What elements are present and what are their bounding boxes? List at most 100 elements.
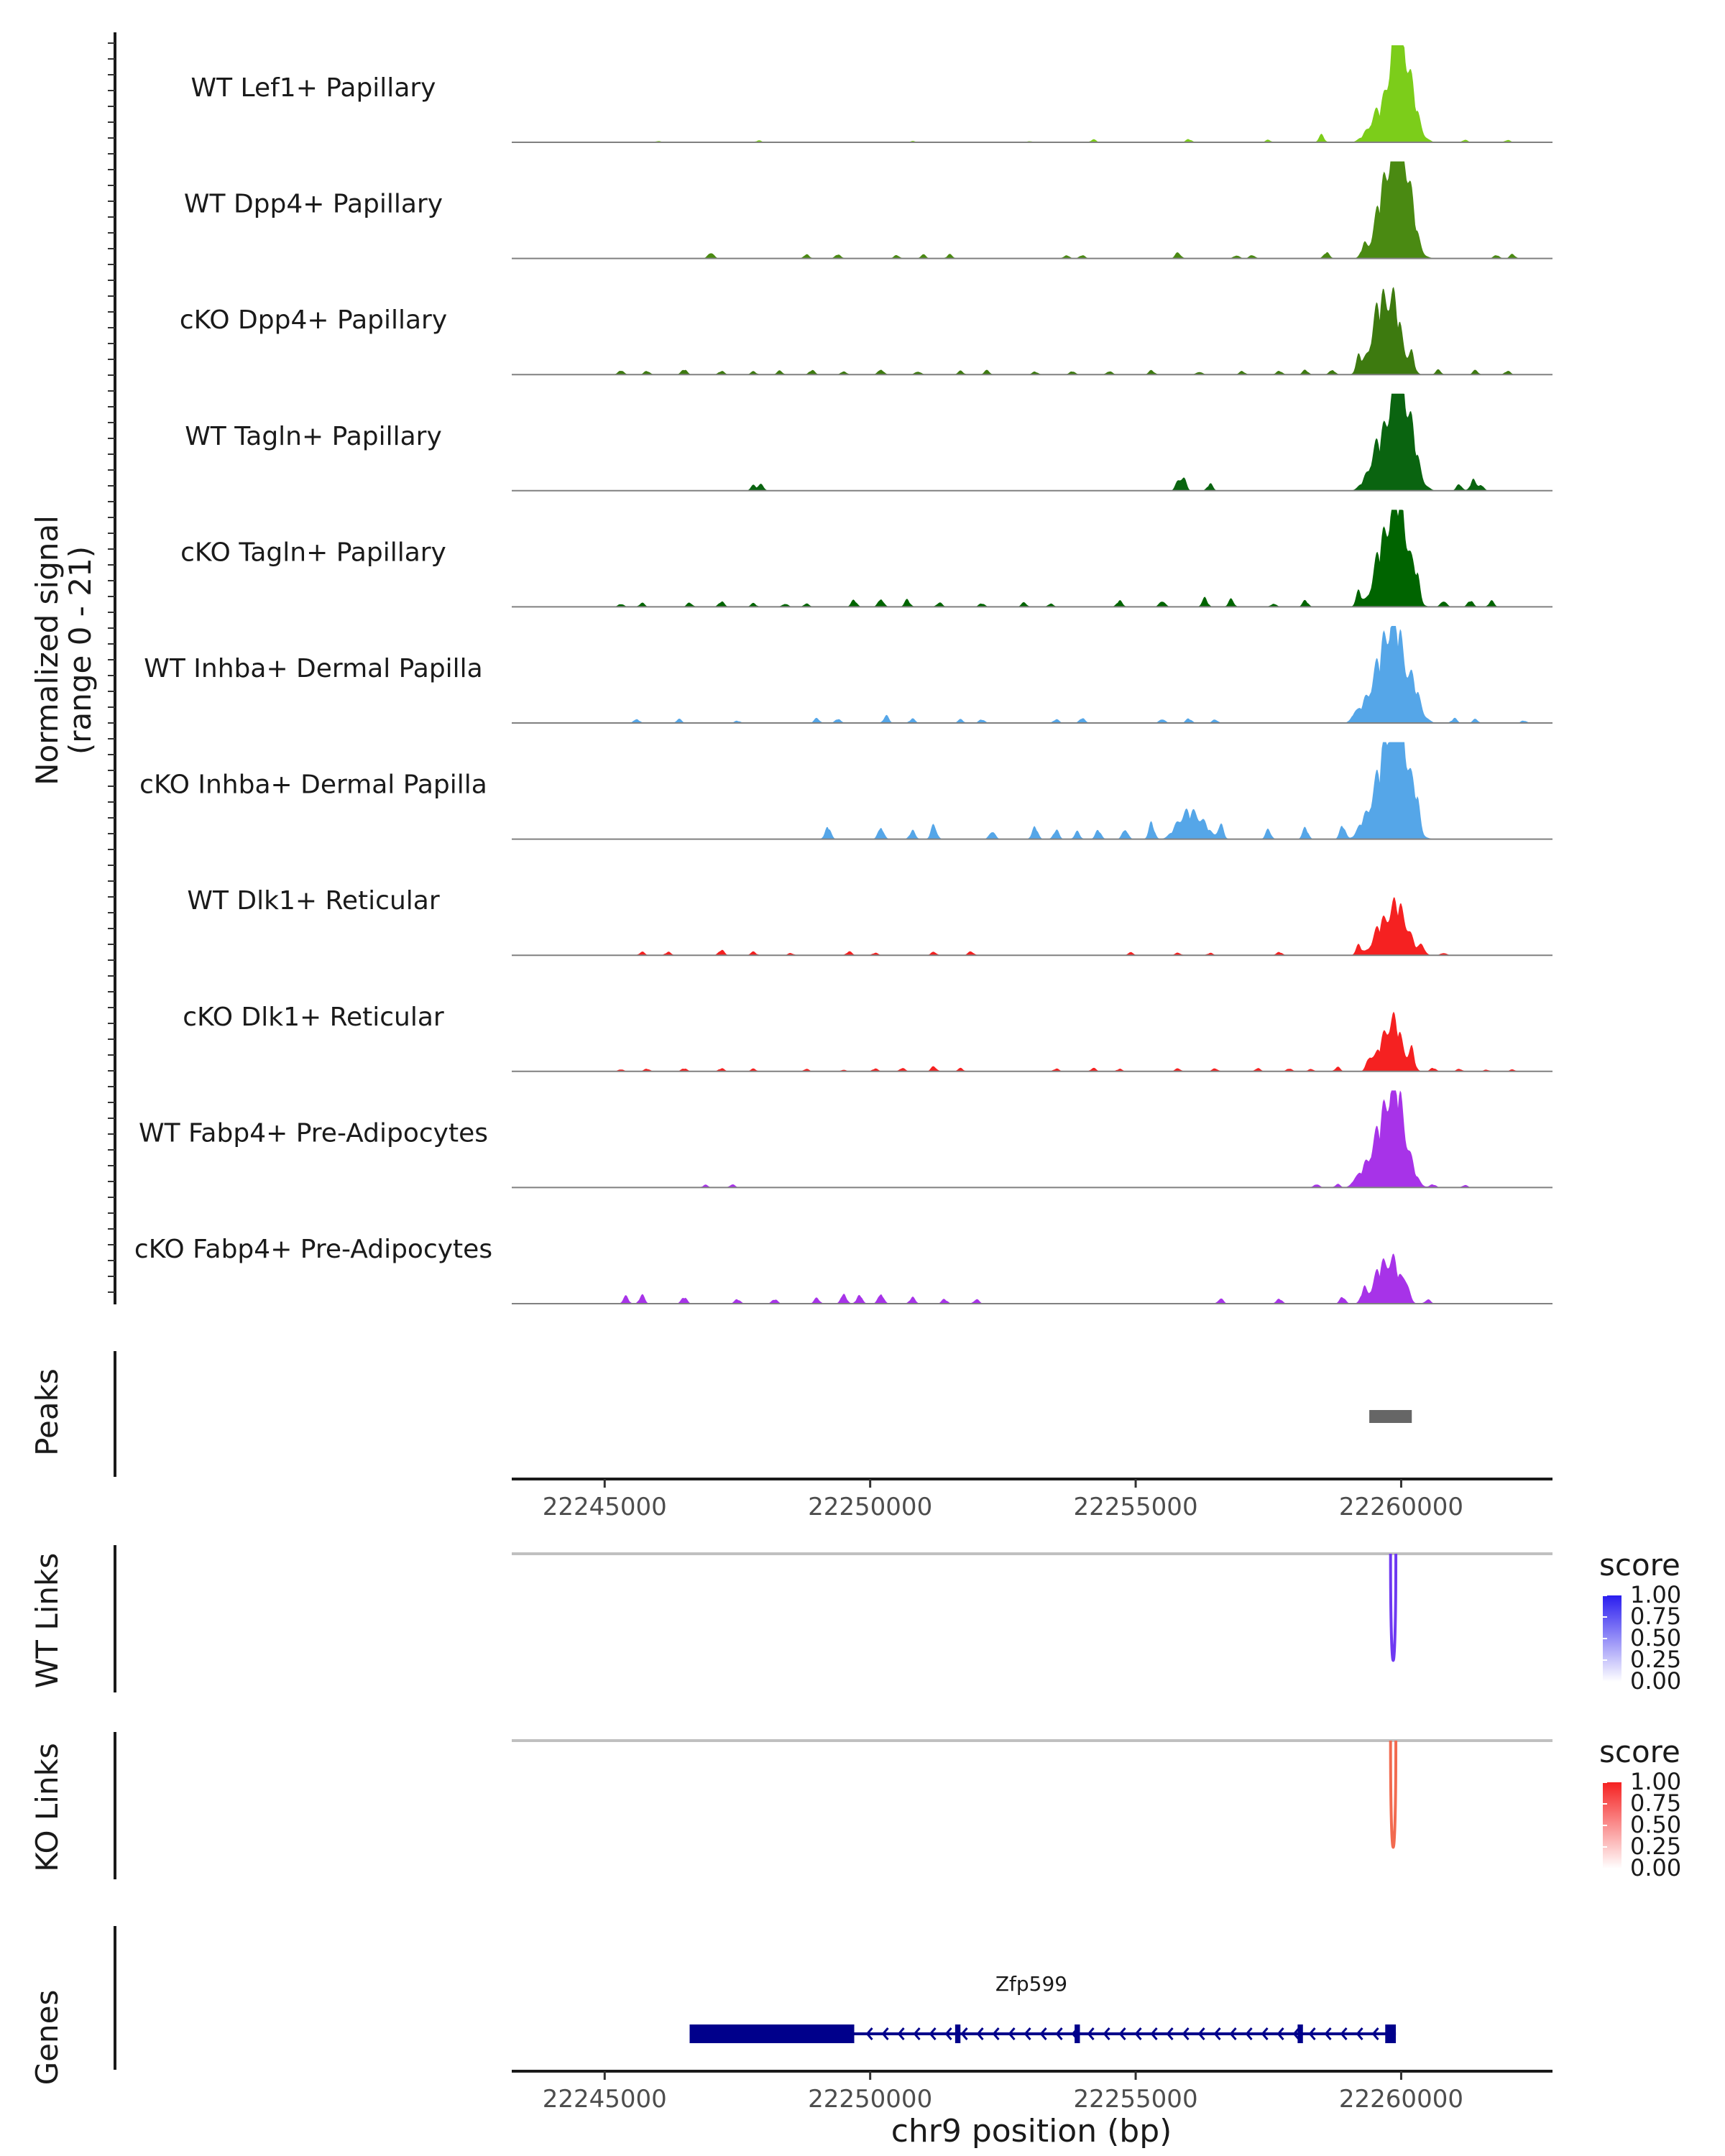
coverage-area — [512, 393, 1552, 491]
x-tick-label: 22260000 — [1339, 2085, 1463, 2114]
strand-arrow — [865, 2027, 873, 2040]
strand-arrow — [960, 2027, 968, 2040]
strand-arrow — [1276, 2027, 1284, 2040]
strand-arrow — [1024, 2027, 1031, 2040]
track-label: cKO Inhba+ Dermal Papilla — [139, 770, 487, 800]
x-tick-label: 22245000 — [543, 2085, 667, 2114]
strand-arrow — [976, 2027, 984, 2040]
x-tick-label: 22255000 — [1074, 2085, 1198, 2114]
strand-arrow — [1213, 2027, 1221, 2040]
strand-arrow — [1371, 2027, 1379, 2040]
track-wt-inhba-dermal-papilla: WT Inhba+ Dermal Papilla — [144, 626, 1552, 724]
track-label: WT Inhba+ Dermal Papilla — [144, 654, 482, 683]
track-label: cKO Tagln+ Papillary — [180, 538, 446, 567]
legend-tick-label: 0.75 — [1630, 1603, 1681, 1630]
x-axis-lower-ticks: 22245000 22250000 22255000 22260000 — [543, 2071, 1463, 2114]
track-cko-dpp4-papillary: cKO Dpp4+ Papillary — [180, 287, 1552, 376]
track-wt-tagln-papillary: WT Tagln+ Papillary — [185, 393, 1552, 492]
y-axis-title-line2: (range 0 - 21) — [63, 546, 98, 755]
strand-arrow — [1356, 2027, 1363, 2040]
strand-arrow — [1087, 2027, 1095, 2040]
strand-arrow — [1071, 2027, 1079, 2040]
track-label: cKO Fabp4+ Pre-Adipocytes — [134, 1235, 492, 1264]
track-label: WT Lef1+ Papillary — [191, 73, 436, 103]
track-wt-dlk1-reticular: WT Dlk1+ Reticular — [187, 886, 1552, 957]
peaks-track — [1369, 1410, 1412, 1423]
links-title: KO Links — [29, 1743, 65, 1872]
track-label: WT Tagln+ Papillary — [185, 422, 442, 451]
strand-arrow — [1324, 2027, 1332, 2040]
strand-arrow — [992, 2027, 1000, 2040]
x-axis-upper-ticks: 22245000 22250000 22255000 22260000 — [543, 1479, 1463, 1521]
strand-arrow — [929, 2027, 937, 2040]
strand-arrow — [1292, 2027, 1300, 2040]
x-tick-label: 22245000 — [543, 1493, 667, 1521]
coverage-area — [512, 1011, 1552, 1072]
legend-title: score — [1599, 1734, 1680, 1769]
gene-exon — [1075, 2024, 1080, 2043]
track-cko-fabp4-pre-adipocytes: cKO Fabp4+ Pre-Adipocytes — [134, 1235, 1552, 1304]
x-tick-label: 22260000 — [1339, 1493, 1463, 1521]
y-axis-title-line1: Normalized signal — [29, 515, 65, 786]
legend-tick-label: 0.25 — [1630, 1833, 1681, 1860]
peaks-title: Peaks — [29, 1368, 65, 1456]
track-label: WT Dpp4+ Papillary — [184, 190, 443, 219]
track-cko-dlk1-reticular: cKO Dlk1+ Reticular — [183, 1003, 1552, 1072]
legend-tick-label: 0.75 — [1630, 1789, 1681, 1817]
strand-arrow — [1182, 2027, 1190, 2040]
strand-arrow — [1008, 2027, 1016, 2040]
coverage-area — [512, 45, 1552, 142]
strand-arrow — [1150, 2027, 1158, 2040]
x-axis-title: chr9 position (bp) — [891, 2113, 1172, 2150]
x-tick-label: 22255000 — [1074, 1493, 1198, 1521]
x-tick-label: 22250000 — [808, 2085, 932, 2114]
track-label: WT Fabp4+ Pre-Adipocytes — [139, 1118, 488, 1148]
x-tick-label: 22250000 — [808, 1493, 932, 1521]
coverage-area — [512, 742, 1552, 839]
strand-arrow — [1118, 2027, 1126, 2040]
coverage-area — [512, 897, 1552, 956]
track-cko-inhba-dermal-papilla: cKO Inhba+ Dermal Papilla — [139, 742, 1552, 840]
track-cko-tagln-papillary: cKO Tagln+ Papillary — [180, 510, 1552, 608]
coverage-area — [512, 510, 1552, 607]
legend-title: score — [1599, 1547, 1680, 1583]
strand-arrow — [1055, 2027, 1063, 2040]
legend-tick-label: 0.25 — [1630, 1646, 1681, 1673]
legend-tick-label: 1.00 — [1630, 1581, 1681, 1608]
strand-arrow — [1245, 2027, 1253, 2040]
strand-arrow — [944, 2027, 952, 2040]
coverage-area — [512, 626, 1552, 723]
gene-exon — [1297, 2024, 1303, 2043]
strand-arrow — [1134, 2027, 1142, 2040]
legend-tick-label: 0.00 — [1630, 1854, 1681, 1881]
strand-arrow — [1166, 2027, 1174, 2040]
strand-arrow — [1308, 2027, 1316, 2040]
track-label: cKO Dlk1+ Reticular — [183, 1003, 444, 1032]
track-label: WT Dlk1+ Reticular — [187, 886, 439, 916]
gene-exon-block — [689, 2024, 855, 2043]
gene-model — [689, 2024, 1397, 2043]
legend-tick-label: 0.00 — [1630, 1667, 1681, 1695]
strand-arrow — [881, 2027, 889, 2040]
links-title: WT Links — [29, 1553, 65, 1688]
coverage-area — [512, 287, 1552, 375]
track-wt-dpp4-papillary: WT Dpp4+ Papillary — [184, 161, 1552, 259]
link-arc — [1389, 1553, 1398, 1662]
coverage-area — [512, 1090, 1552, 1188]
legend-tick-label: 0.50 — [1630, 1811, 1681, 1838]
strand-arrow — [1229, 2027, 1237, 2040]
strand-arrow — [1103, 2027, 1110, 2040]
strand-arrow — [913, 2027, 921, 2040]
strand-arrow — [1340, 2027, 1348, 2040]
gene-exon — [1385, 2024, 1397, 2043]
strand-arrow — [1039, 2027, 1047, 2040]
signal-y-axis-ticks — [108, 42, 115, 1293]
genes-title: Genes — [29, 1990, 65, 2086]
gene-label-zfp599: Zfp599 — [995, 1972, 1067, 1996]
strand-arrow — [1261, 2027, 1269, 2040]
coverage-area — [512, 161, 1552, 259]
